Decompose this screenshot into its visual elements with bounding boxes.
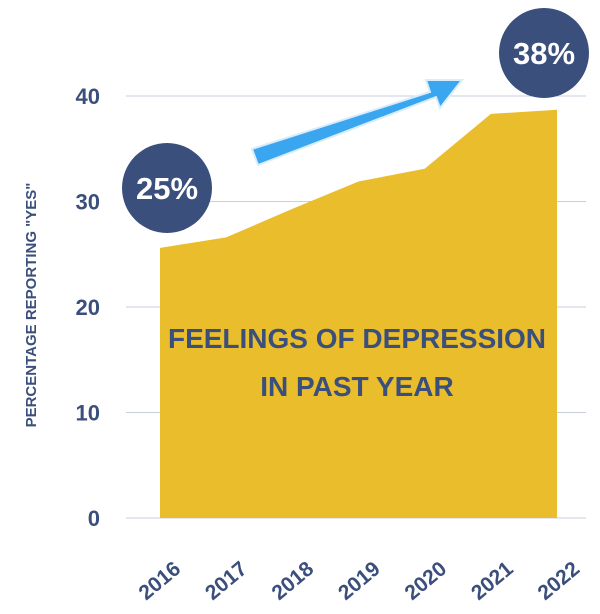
x-tick-label: 2018 (268, 557, 319, 605)
y-tick-label: 20 (76, 295, 100, 320)
start-value-bubble: 25% (122, 143, 212, 233)
y-tick-label: 30 (76, 190, 100, 215)
x-tick-label: 2019 (334, 557, 385, 605)
x-tick-label: 2021 (467, 557, 518, 605)
y-tick-label: 40 (76, 84, 100, 109)
end-value-bubble: 38% (499, 8, 589, 98)
y-tick-label: 0 (88, 506, 100, 531)
start-bubble-circle (122, 143, 212, 233)
y-tick-label: 10 (76, 401, 100, 426)
chart-title-line-2: IN PAST YEAR (260, 371, 453, 402)
x-tick-label: 2017 (201, 557, 252, 605)
chart-title-line-1: FEELINGS OF DEPRESSION (168, 323, 546, 354)
end-value-label: 38% (513, 36, 575, 71)
end-bubble-circle (499, 8, 589, 98)
x-tick-label: 2020 (401, 557, 452, 605)
x-tick-label: 2022 (534, 557, 585, 605)
x-axis-ticks: 2016 2017 2018 2019 2020 2021 2022 (135, 557, 585, 605)
area-series (160, 109, 557, 518)
y-axis-ticks: 0 10 20 30 40 (76, 84, 100, 531)
start-value-label: 25% (136, 171, 198, 206)
x-tick-label: 2016 (135, 557, 186, 605)
trend-arrow-icon (250, 79, 465, 167)
y-axis-title: PERCENTAGE REPORTING "YES" (23, 183, 40, 428)
